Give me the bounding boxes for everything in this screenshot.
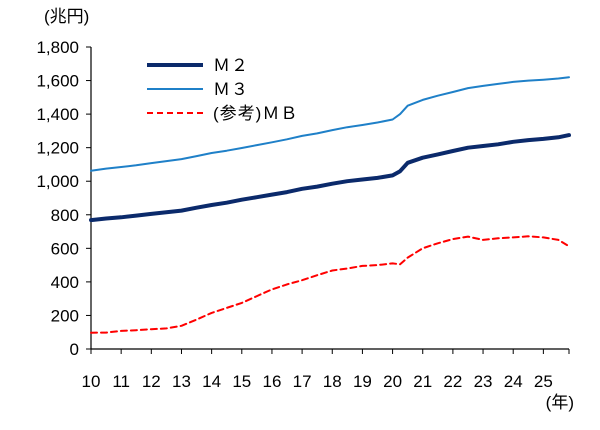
series-line-1 (90, 76, 570, 172)
y-tick-label: 1,800 (36, 38, 79, 57)
x-tick-label: 19 (353, 372, 372, 391)
x-tick-label: 12 (142, 372, 161, 391)
y-tick-label: 800 (51, 206, 79, 225)
x-ticks-group: 10 11 12 13 14 15 16 17 18 19 20 21 22 23 24 25 (82, 349, 570, 391)
x-tick-label: 20 (383, 372, 402, 391)
y-tick-label: 0 (70, 340, 79, 359)
y-tick-label: 1,600 (36, 72, 79, 91)
y-tick-label: 600 (51, 239, 79, 258)
x-tick-label: 24 (504, 372, 523, 391)
series-line-0 (89, 133, 571, 223)
x-tick-label: 25 (534, 372, 553, 391)
y-ticks-group: 0 200 400 600 800 1,000 1,200 1,400 1,600 1,800 (36, 38, 91, 359)
legend-label-2: (参考)ＭＢ (213, 104, 298, 123)
x-tick-label: 18 (323, 372, 342, 391)
legend-label-0: Ｍ２ (213, 56, 249, 75)
x-tick-label: 16 (262, 372, 281, 391)
x-tick-label: 11 (112, 372, 130, 391)
x-tick-label: 10 (82, 372, 101, 391)
legend-label-1: Ｍ３ (213, 80, 249, 99)
x-tick-label: 13 (172, 372, 191, 391)
x-tick-label: 23 (474, 372, 493, 391)
legend: Ｍ２ Ｍ３ (参考)ＭＢ (147, 56, 298, 123)
axes-group (90, 47, 569, 350)
x-tick-label: 17 (293, 372, 312, 391)
series-lines-group (89, 76, 571, 334)
x-tick-label: 14 (202, 372, 221, 391)
x-tick-label: 21 (413, 372, 432, 391)
y-tick-label: 1,000 (36, 172, 79, 191)
y-axis-unit-label: (兆円) (44, 7, 89, 26)
y-tick-label: 1,200 (36, 139, 79, 158)
y-tick-label: 400 (51, 273, 79, 292)
series-line-2 (90, 235, 570, 334)
y-tick-label: 200 (51, 306, 79, 325)
x-tick-label: 22 (443, 372, 462, 391)
x-tick-label: 15 (232, 372, 251, 391)
x-axis-unit-label: (年) (546, 393, 574, 412)
y-tick-label: 1,400 (36, 105, 79, 124)
